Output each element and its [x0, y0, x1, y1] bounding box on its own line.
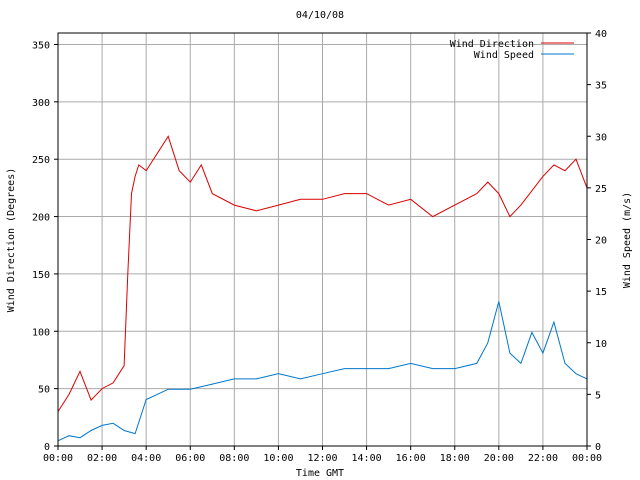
x-tick-label: 20:00 [484, 453, 514, 464]
x-tick-label: 00:00 [43, 453, 73, 464]
x-tick-label: 02:00 [87, 453, 117, 464]
chart-title: 04/10/08 [295, 10, 345, 21]
x-tick-label: 14:00 [352, 453, 382, 464]
y-left-tick-label: 250 [32, 155, 50, 166]
y-left-tick-label: 200 [32, 213, 50, 224]
x-tick-label: 00:00 [572, 453, 602, 464]
x-axis-label: Time GMT [296, 468, 344, 479]
x-tick-label: 10:00 [263, 453, 293, 464]
series-line-wind-direction [57, 135, 588, 412]
series-line-wind-speed [57, 301, 588, 442]
y-left-tick-label: 300 [32, 98, 50, 109]
y-left-tick-label: 50 [38, 385, 50, 396]
y-left-tick-label: 0 [44, 442, 50, 453]
y-right-tick-label: 35 [595, 81, 607, 92]
x-tick-label: 22:00 [528, 453, 558, 464]
y-right-tick-label: 0 [595, 442, 601, 453]
y-left-tick-label: 100 [32, 327, 50, 338]
y-right-axis-label: Wind Speed (m/s) [622, 192, 633, 288]
x-tick-label: 18:00 [440, 453, 470, 464]
y-right-tick-label: 15 [595, 287, 607, 298]
legend-label: Wind Direction [450, 39, 534, 50]
y-right-tick-label: 25 [595, 184, 607, 195]
y-left-axis-label: Wind Direction (Degrees) [6, 168, 17, 313]
x-tick-label: 04:00 [131, 453, 161, 464]
y-right-tick-label: 20 [595, 236, 607, 247]
y-right-tick-label: 30 [595, 132, 607, 143]
y-right-tick-label: 10 [595, 339, 607, 350]
x-tick-label: 12:00 [307, 453, 337, 464]
y-left-tick-label: 150 [32, 270, 50, 281]
y-right-tick-label: 40 [595, 29, 607, 40]
x-tick-label: 16:00 [396, 453, 426, 464]
y-left-tick-label: 350 [32, 40, 50, 51]
x-tick-label: 06:00 [175, 453, 205, 464]
x-tick-label: 08:00 [219, 453, 249, 464]
y-right-tick-label: 5 [595, 390, 601, 401]
legend-label: Wind Speed [474, 50, 534, 61]
plot-frame [57, 32, 588, 447]
